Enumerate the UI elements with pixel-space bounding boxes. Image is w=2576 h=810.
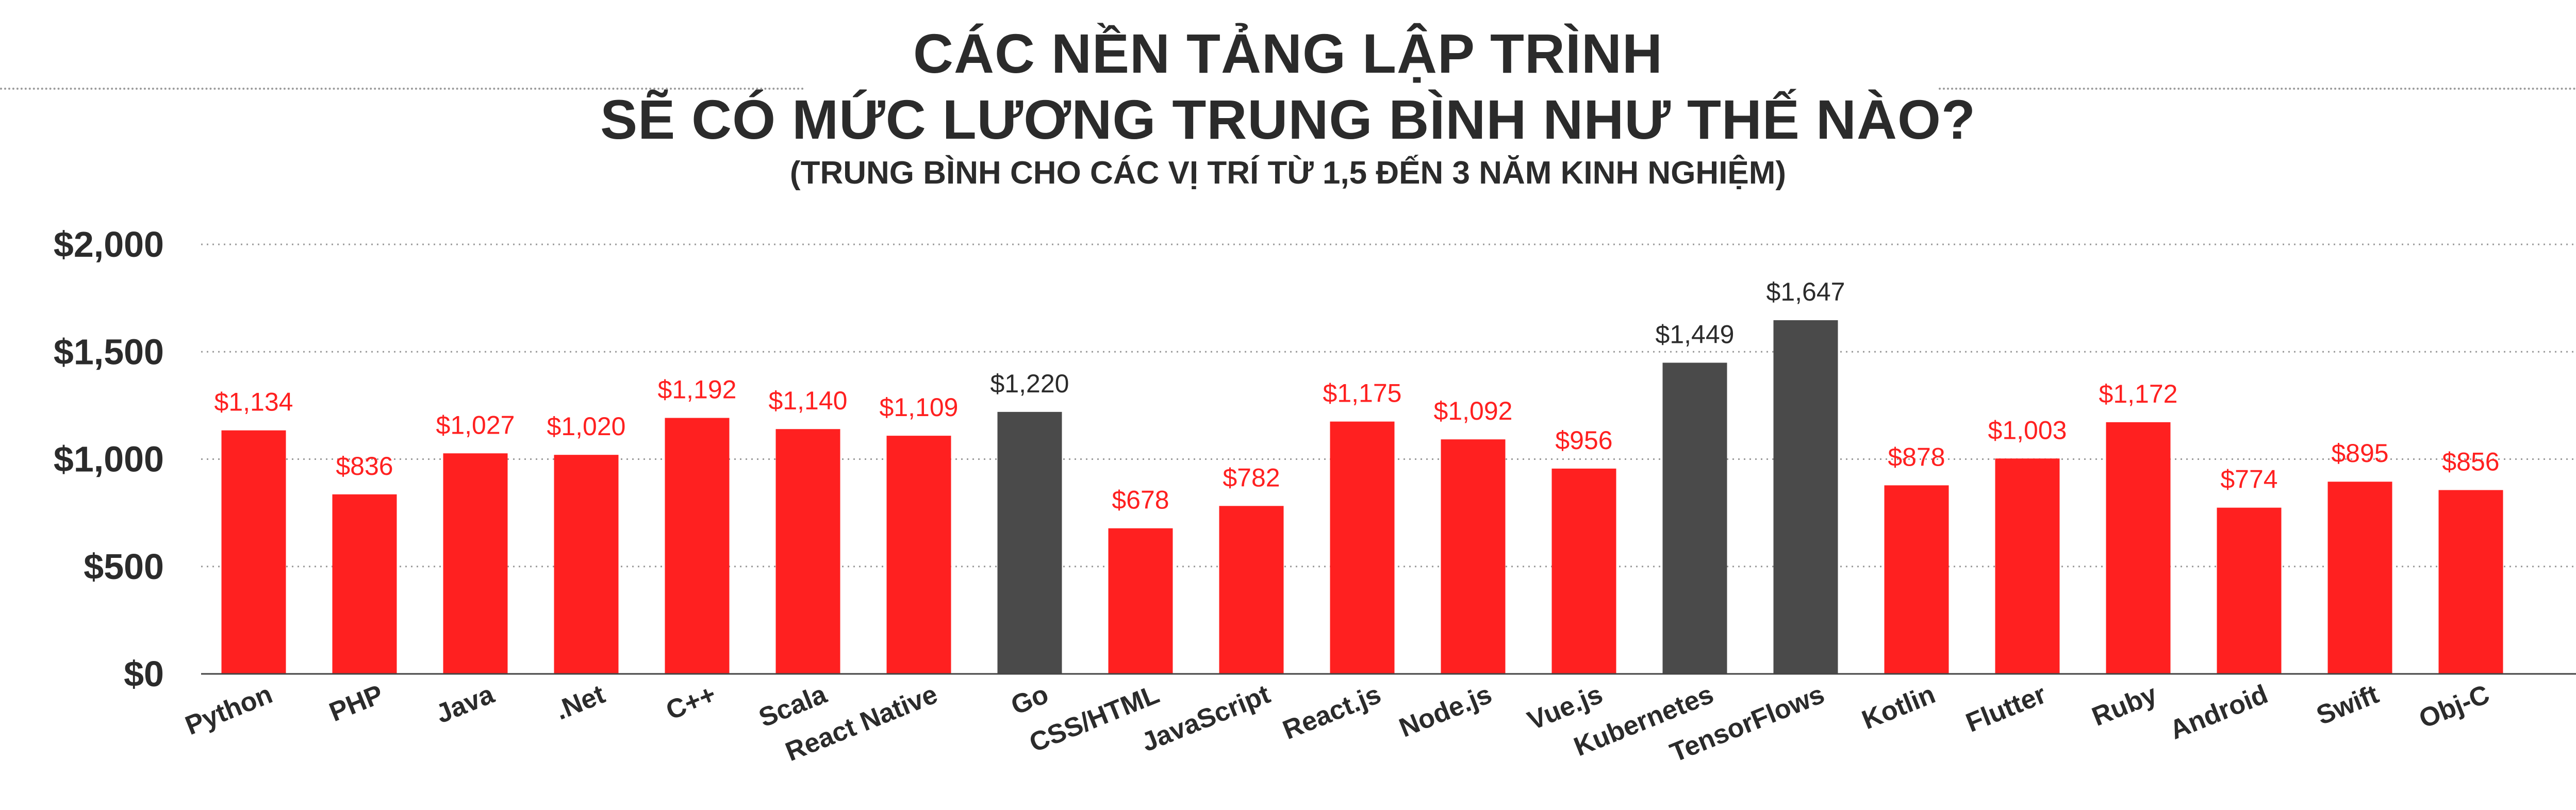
y-tick-label: $500 (84, 547, 164, 587)
bar (1219, 506, 1284, 674)
bar (1441, 439, 1506, 674)
bar (1330, 421, 1395, 674)
value-label: $1,134 (214, 388, 293, 417)
value-label: $1,647 (1766, 277, 1845, 306)
y-tick-label: $2,000 (54, 224, 164, 265)
x-tick-label: React.js (1279, 679, 1385, 745)
y-tick-label: $1,000 (54, 439, 164, 480)
bar (1551, 468, 1616, 674)
value-label: $1,003 (1988, 416, 2067, 444)
bar (1773, 320, 1838, 674)
value-label: $1,109 (880, 393, 959, 422)
title-rule-left (0, 88, 804, 90)
x-tick-label: Python (181, 679, 276, 741)
bar (665, 418, 730, 674)
bar (2438, 490, 2503, 674)
x-tick-label: Swift (2313, 679, 2383, 731)
value-label: $678 (1112, 486, 1169, 515)
value-label: $1,092 (1434, 396, 1513, 425)
bar (1995, 458, 2060, 674)
value-label: $1,175 (1323, 379, 1402, 408)
chart-title-line-2: SẼ CÓ MỨC LƯƠNG TRUNG BÌNH NHƯ THẾ NÀO? (600, 88, 1976, 151)
value-label: $1,020 (547, 412, 626, 441)
value-label: $1,220 (990, 369, 1069, 398)
title-rule-right (1939, 88, 2576, 90)
value-label: $1,027 (436, 410, 515, 439)
x-tick-label: Obj-C (2415, 679, 2494, 734)
value-label: $895 (2331, 439, 2388, 468)
x-tick-label: Android (2166, 679, 2272, 745)
x-tick-label: .Net (551, 679, 609, 726)
x-tick-label: PHP (325, 679, 388, 728)
value-label: $956 (1555, 426, 1612, 455)
x-tick-label: Node.js (1395, 679, 1496, 743)
chart-subtitle: (TRUNG BÌNH CHO CÁC VỊ TRÍ TỪ 1,5 ĐẾN 3 … (789, 155, 1787, 191)
value-label: $1,172 (2099, 379, 2178, 408)
value-label: $878 (1888, 442, 1945, 471)
bar (997, 411, 1062, 674)
y-tick-label: $1,500 (54, 332, 164, 372)
bar (221, 430, 286, 674)
bar (2327, 482, 2392, 674)
bar (775, 429, 840, 674)
y-axis-ticks: $0 $500 $1,000 $1,500 $2,000 (54, 224, 164, 694)
bar (443, 453, 508, 674)
bar (1108, 528, 1173, 674)
bar (2106, 422, 2171, 674)
x-tick-label: Java (432, 679, 499, 730)
bar (554, 455, 619, 674)
y-tick-label: $0 (124, 654, 164, 694)
value-label: $782 (1223, 463, 1280, 492)
value-label: $856 (2442, 447, 2499, 476)
chart-title-line-1: CÁC NỀN TẢNG LẬP TRÌNH (913, 22, 1663, 85)
bar (332, 494, 397, 674)
x-tick-label: JavaScript (1137, 679, 1275, 757)
value-label: $1,449 (1656, 320, 1735, 349)
chart-title-block: CÁC NỀN TẢNG LẬP TRÌNH SẼ CÓ MỨC LƯƠNG T… (0, 21, 2576, 193)
bar (1884, 485, 1949, 674)
x-tick-label: Flutter (1962, 679, 2051, 738)
bars (221, 320, 2503, 674)
value-label: $836 (336, 452, 393, 481)
bar (2217, 507, 2282, 674)
x-tick-label: Ruby (2088, 679, 2161, 732)
bar (1662, 362, 1727, 674)
value-label: $1,192 (658, 375, 737, 404)
bar (886, 436, 951, 674)
x-tick-label: C++ (662, 679, 720, 726)
value-label: $774 (2220, 465, 2277, 494)
x-tick-label: Kotlin (1858, 679, 1939, 735)
value-labels: $1,134 $836 $1,027 $1,020 $1,192 $1,140 $1,109… (214, 277, 2500, 515)
x-tick-label: Go (1007, 679, 1053, 721)
value-label: $1,140 (769, 386, 848, 415)
